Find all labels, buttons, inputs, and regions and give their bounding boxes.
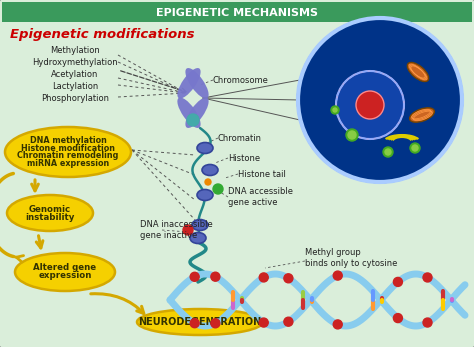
Circle shape	[346, 129, 358, 141]
Ellipse shape	[5, 127, 131, 177]
Ellipse shape	[177, 68, 201, 99]
Text: Phosphorylation: Phosphorylation	[41, 93, 109, 102]
FancyBboxPatch shape	[2, 2, 472, 22]
Circle shape	[423, 318, 432, 327]
Ellipse shape	[137, 309, 263, 335]
Ellipse shape	[410, 108, 434, 122]
Circle shape	[385, 149, 391, 155]
Circle shape	[213, 184, 223, 194]
Circle shape	[205, 179, 211, 185]
Circle shape	[423, 273, 432, 282]
Text: expression: expression	[38, 271, 91, 280]
Circle shape	[284, 317, 293, 326]
Text: Epigenetic modifications: Epigenetic modifications	[10, 27, 194, 41]
Text: EPIGENETIC MECHANISMS: EPIGENETIC MECHANISMS	[156, 8, 318, 18]
Text: Altered gene: Altered gene	[34, 263, 97, 272]
Circle shape	[348, 131, 356, 139]
Circle shape	[183, 225, 193, 235]
Ellipse shape	[177, 98, 201, 128]
Ellipse shape	[407, 62, 428, 82]
Text: Methylation: Methylation	[50, 45, 100, 54]
Circle shape	[190, 272, 199, 281]
Text: Methyl group
binds only to cytosine: Methyl group binds only to cytosine	[305, 248, 397, 268]
Circle shape	[211, 319, 220, 328]
Circle shape	[331, 106, 339, 114]
Circle shape	[187, 114, 199, 126]
Circle shape	[259, 273, 268, 282]
Ellipse shape	[190, 232, 206, 244]
Circle shape	[412, 145, 418, 151]
Circle shape	[333, 108, 337, 112]
Circle shape	[333, 271, 342, 280]
Circle shape	[410, 143, 420, 153]
Text: instability: instability	[25, 212, 75, 221]
Ellipse shape	[202, 164, 218, 176]
Text: NEURODEGENERATION: NEURODEGENERATION	[138, 317, 262, 327]
Circle shape	[190, 319, 199, 328]
Text: Genomic: Genomic	[29, 204, 71, 213]
Circle shape	[393, 277, 402, 286]
Text: Histone modification: Histone modification	[21, 144, 115, 153]
Ellipse shape	[197, 189, 213, 201]
Text: Chromatin: Chromatin	[218, 134, 262, 143]
Text: Chromosome: Chromosome	[213, 76, 269, 85]
Circle shape	[259, 318, 268, 327]
Circle shape	[383, 147, 393, 157]
Text: DNA inaccessible
gene inactive: DNA inaccessible gene inactive	[140, 220, 213, 240]
Circle shape	[356, 91, 384, 119]
Text: DNA methylation: DNA methylation	[29, 136, 107, 145]
Ellipse shape	[197, 143, 213, 153]
Circle shape	[393, 314, 402, 323]
Ellipse shape	[185, 68, 209, 99]
Ellipse shape	[185, 98, 209, 128]
Text: Acetylation: Acetylation	[51, 69, 99, 78]
Circle shape	[284, 274, 293, 283]
Ellipse shape	[15, 253, 115, 291]
Text: Histone: Histone	[228, 153, 260, 162]
Circle shape	[298, 18, 462, 182]
Text: DNA accessible
gene active: DNA accessible gene active	[228, 187, 293, 207]
Circle shape	[336, 71, 404, 139]
Text: Chromatin remodeling: Chromatin remodeling	[18, 151, 118, 160]
Text: Hydroxymethylation: Hydroxymethylation	[32, 58, 118, 67]
Circle shape	[333, 320, 342, 329]
Text: Lactylation: Lactylation	[52, 82, 98, 91]
Ellipse shape	[7, 195, 93, 231]
Text: Histone tail: Histone tail	[238, 169, 286, 178]
Text: miRNA expression: miRNA expression	[27, 159, 109, 168]
Circle shape	[211, 272, 220, 281]
Ellipse shape	[192, 220, 208, 230]
